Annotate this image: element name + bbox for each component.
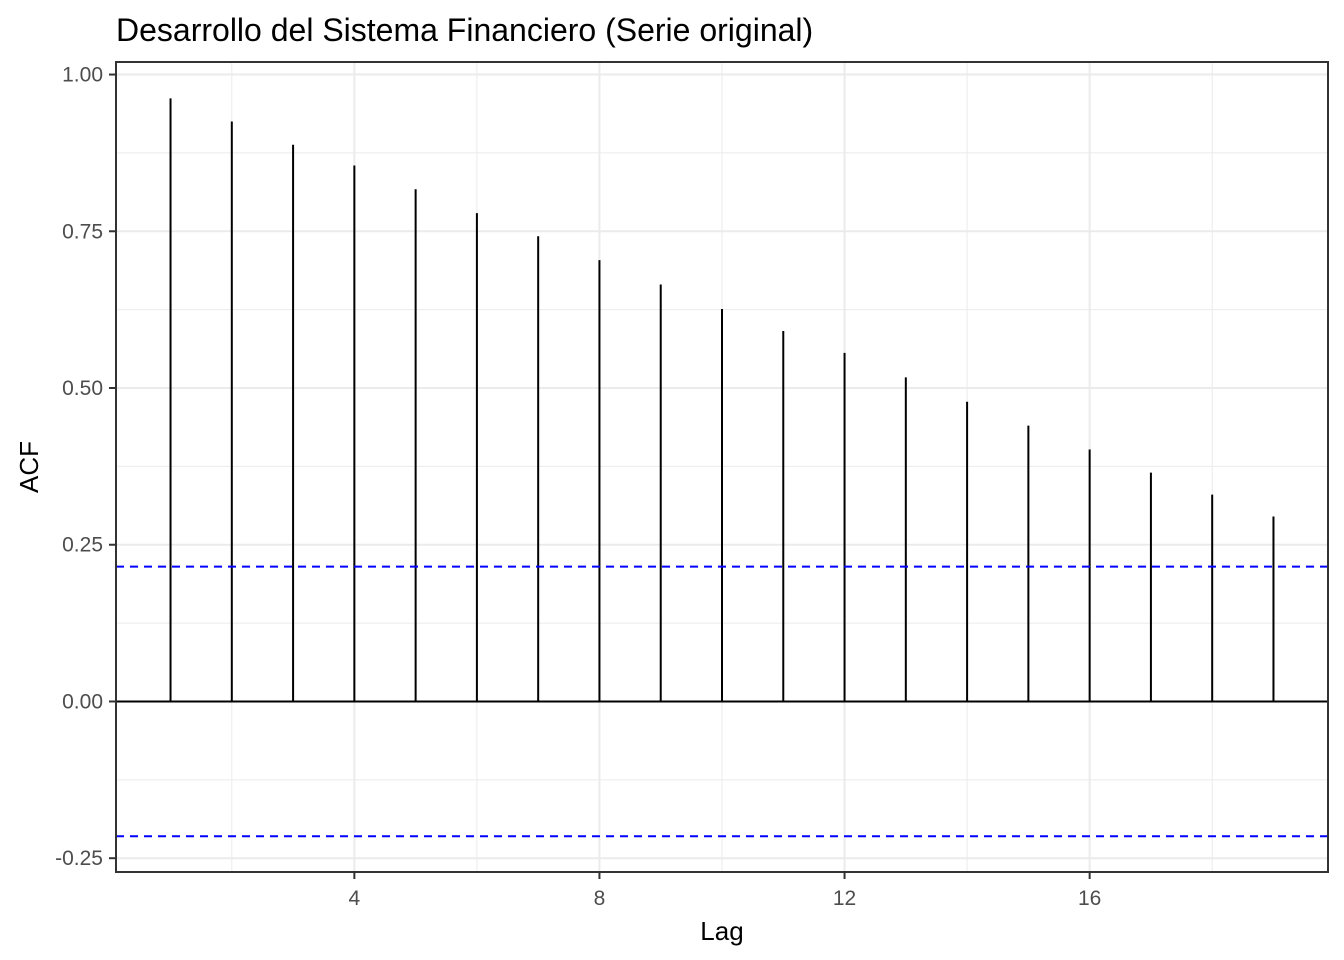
- panel-border: [115, 61, 1329, 873]
- x-tick-label: 4: [349, 887, 361, 910]
- y-axis-title: ACF: [14, 441, 44, 493]
- y-tick-label: 0.50: [62, 377, 103, 400]
- y-tick-label: 0.75: [62, 220, 103, 243]
- y-tick-label: -0.25: [55, 847, 103, 870]
- acf-bars: [116, 98, 1328, 703]
- axis-ticks: -0.25 0.00 0.25 0.50 0.75 1.00 4 8 12 16: [55, 64, 1101, 910]
- y-tick-label: 1.00: [62, 64, 103, 87]
- chart-title: Desarrollo del Sistema Financiero (Serie…: [116, 12, 813, 48]
- y-tick-label: 0.25: [62, 534, 103, 557]
- confidence-bounds: [116, 565, 1328, 838]
- y-tick-label: 0.00: [62, 690, 103, 713]
- x-tick-label: 16: [1078, 887, 1101, 910]
- x-axis-title: Lag: [700, 916, 743, 946]
- x-tick-label: 12: [833, 887, 856, 910]
- x-tick-label: 8: [594, 887, 606, 910]
